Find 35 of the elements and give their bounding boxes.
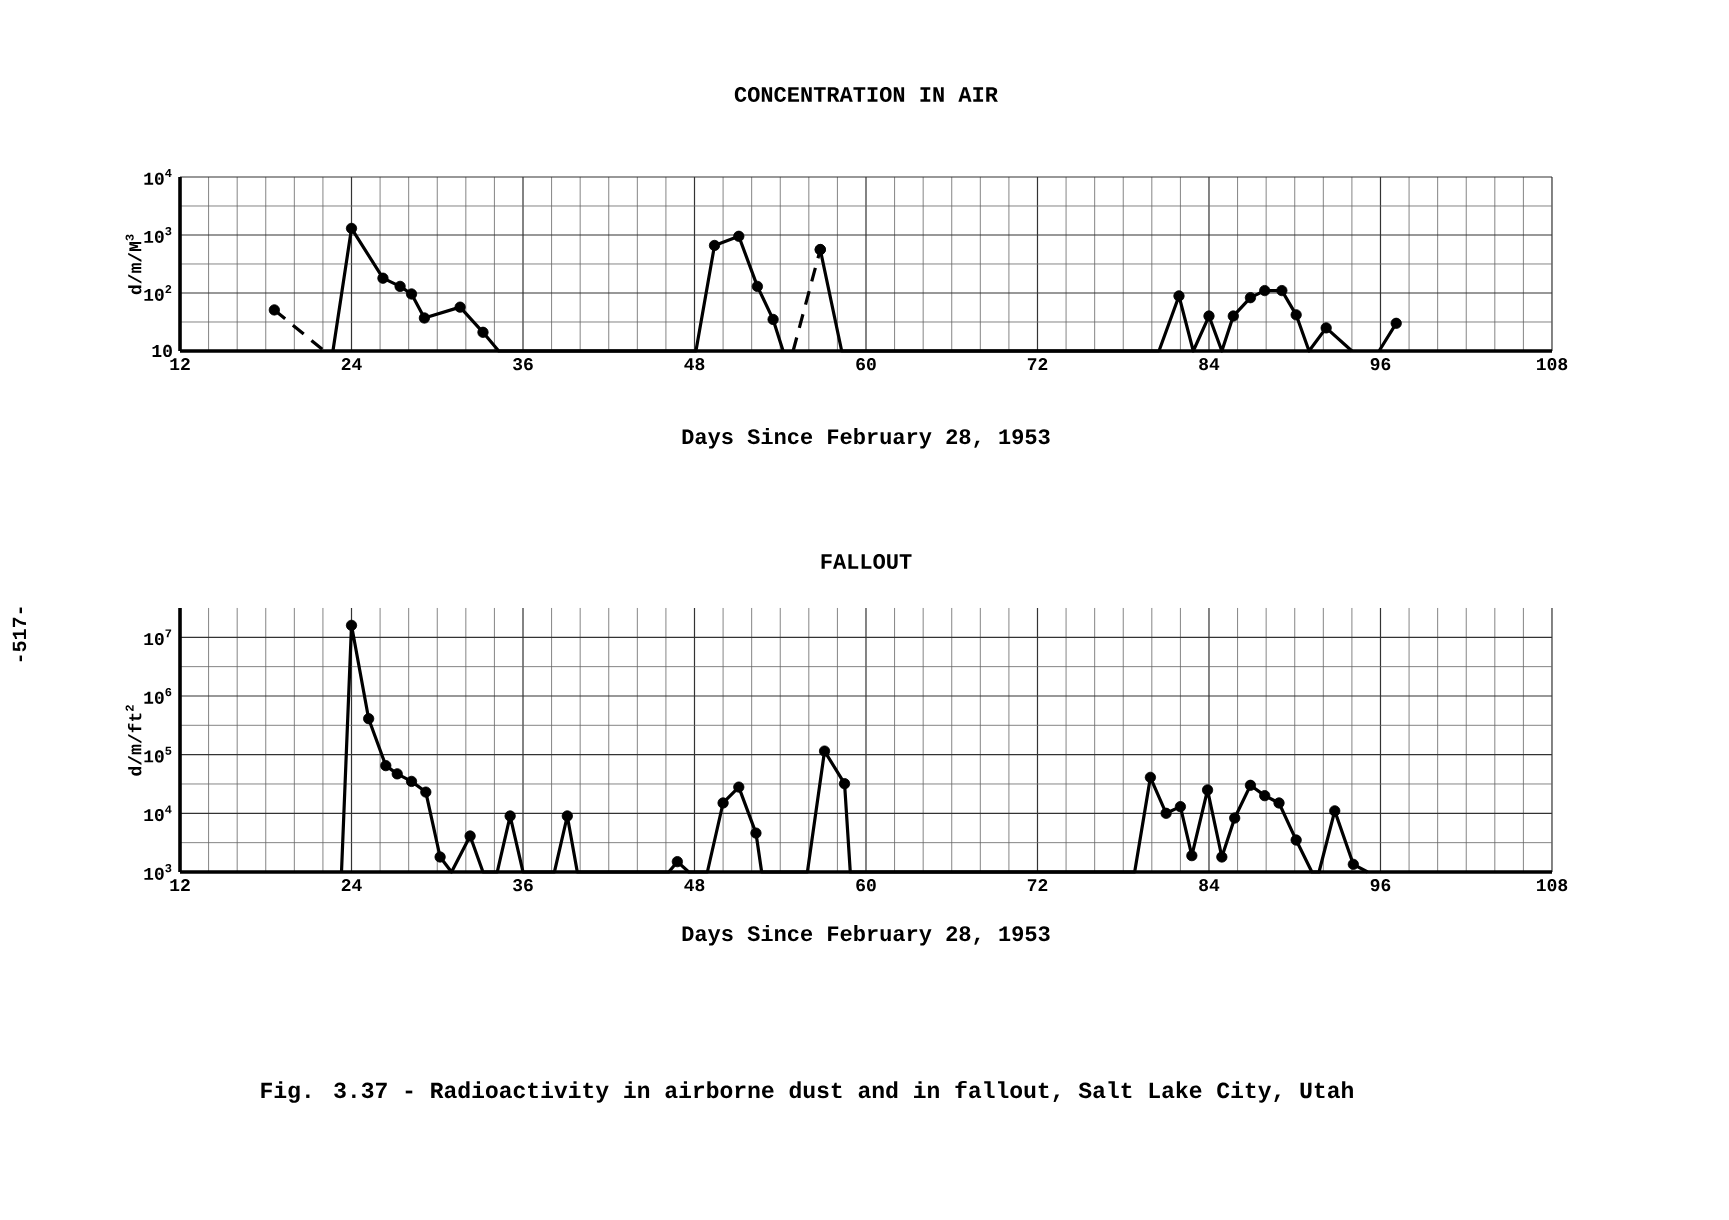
x-tick-label: 60 — [856, 879, 876, 892]
x-tick-label: 108 — [1537, 358, 1568, 371]
y-tick-label: 10$^{7}$ — [144, 629, 172, 646]
x-tick-label: 48 — [684, 358, 705, 371]
y-tick-label: 10$^{4}$ — [144, 169, 172, 185]
y-axis-title: d/m/ft$^{2}$ — [125, 705, 142, 776]
y-tick-label: 10$^{2}$ — [144, 285, 172, 301]
y-tick-label: 10$^{4}$ — [144, 805, 172, 822]
text: -517- — [12, 607, 27, 662]
y-axis-title: d/m/M$^{3}$ — [125, 234, 142, 295]
x-tick-label: 84 — [1199, 358, 1220, 371]
x-tick-label: 12 — [170, 879, 190, 892]
x-tick-label: 12 — [170, 358, 190, 371]
y-tick-label: 10 — [152, 344, 172, 358]
y-tick-label: 10$^{3}$ — [144, 227, 172, 243]
y-tick-label: 10$^{5}$ — [144, 746, 172, 763]
x-tick-label: 84 — [1199, 879, 1220, 892]
y-tick-label: 10$^{6}$ — [144, 688, 172, 704]
chart-title: FALLOUT — [821, 553, 912, 569]
x-tick-label: 24 — [341, 879, 362, 892]
x-tick-label: 72 — [1027, 879, 1048, 892]
x-tick-label: 96 — [1370, 879, 1391, 892]
x-tick-label: 96 — [1370, 358, 1391, 371]
caption: Fig. 3.37 - Radioactivity in airborne dust and in fallout, Salt Lake City, Utah — [261, 1080, 1353, 1103]
x-tick-label: 72 — [1027, 358, 1048, 371]
x-axis-title: Days Since February 28, 1953 — [682, 925, 1050, 946]
chart-title: CONCENTRATION IN AIR — [734, 86, 998, 102]
y-tick-label: 10$^{3}$ — [144, 864, 172, 880]
x-tick-label: 60 — [856, 358, 876, 371]
x-tick-label: 36 — [513, 879, 533, 892]
x-tick-label: 108 — [1537, 879, 1568, 892]
x-tick-label: 36 — [513, 358, 533, 371]
x-tick-label: 24 — [341, 358, 362, 371]
x-tick-label: 48 — [684, 879, 705, 892]
x-axis-title: Days Since February 28, 1953 — [682, 428, 1050, 449]
